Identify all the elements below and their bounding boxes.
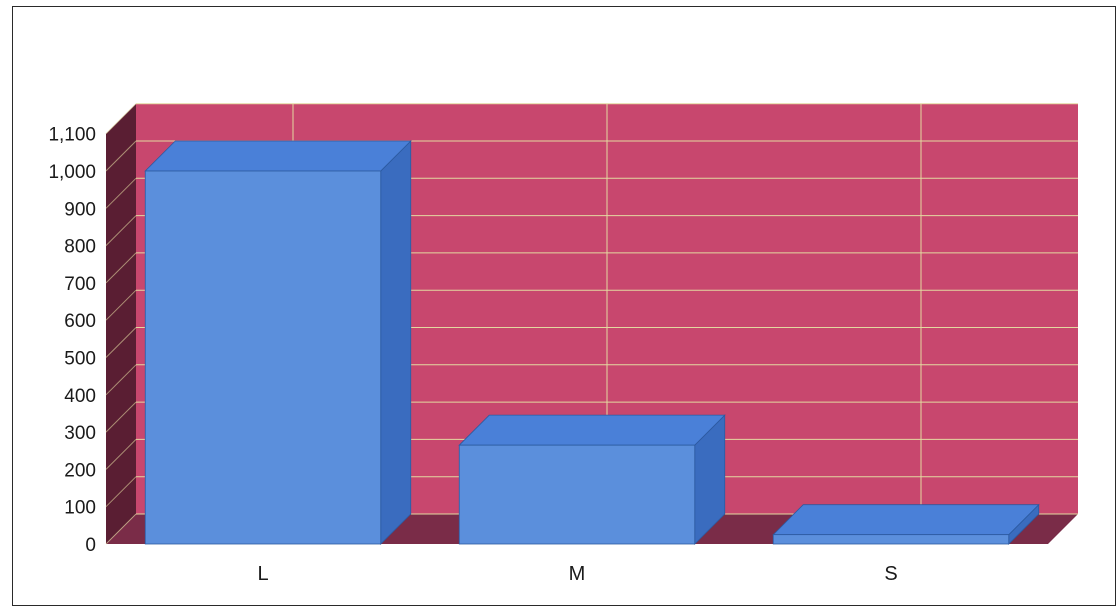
y-axis-ticks: 0 100 200 300 400 500 600 700 800 900 1,000 1,100: [48, 125, 96, 556]
y-tick-label: 200: [64, 460, 96, 481]
bar-front: [772, 534, 1010, 545]
bar-top: [144, 140, 412, 172]
y-tick-label: 800: [64, 237, 96, 258]
x-tick-label: M: [569, 563, 586, 585]
y-tick-label: 100: [64, 498, 96, 519]
y-tick-label: 300: [64, 423, 96, 444]
gridline-side: [105, 364, 137, 396]
bar-side: [380, 140, 412, 545]
y-tick-label: 0: [85, 535, 96, 556]
gridline-side: [105, 439, 137, 470]
x-tick-label: S: [884, 563, 897, 585]
bar-top: [772, 504, 1040, 536]
bar-L: [144, 140, 412, 545]
gridline-side: [105, 215, 137, 246]
bar-front: [144, 170, 382, 545]
gridline-side: [105, 476, 137, 508]
bar-M: [458, 414, 726, 545]
gridline-side: [105, 327, 137, 358]
gridline-side: [105, 177, 137, 209]
y-tick-label: 900: [64, 199, 96, 220]
y-tick-label: 500: [64, 349, 96, 370]
y-tick-label: 400: [64, 386, 96, 407]
chart-bars: [144, 140, 1040, 545]
bar-front: [458, 444, 696, 545]
bar-top: [458, 414, 726, 446]
side-wall: [106, 103, 136, 544]
y-tick-label: 1,100: [48, 125, 96, 146]
gridline-side: [105, 140, 137, 172]
y-tick-label: 600: [64, 311, 96, 332]
gridline-side: [105, 401, 137, 433]
gridline-side: [105, 289, 137, 321]
gridline-side: [105, 103, 137, 135]
gridline-side: [105, 513, 137, 545]
y-tick-label: 700: [64, 274, 96, 295]
gridline-side: [105, 252, 137, 284]
y-tick-label: 1,000: [48, 162, 96, 183]
bar-S: [772, 503, 1040, 545]
x-tick-label: L: [257, 563, 268, 585]
